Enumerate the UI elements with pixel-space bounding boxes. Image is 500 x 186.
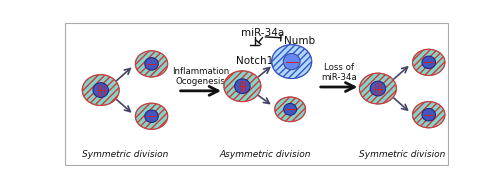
Text: Loss of
miR-34a: Loss of miR-34a — [321, 63, 357, 82]
Ellipse shape — [144, 110, 158, 123]
Ellipse shape — [422, 56, 436, 69]
Ellipse shape — [370, 81, 386, 96]
Ellipse shape — [412, 49, 445, 76]
Ellipse shape — [136, 103, 168, 129]
Ellipse shape — [284, 103, 296, 115]
Text: Inflammation
Ocogenesis: Inflammation Ocogenesis — [172, 67, 230, 86]
Text: miR-34a: miR-34a — [241, 28, 284, 38]
Text: Numb: Numb — [284, 36, 315, 46]
Ellipse shape — [274, 97, 306, 122]
Ellipse shape — [224, 71, 261, 102]
Ellipse shape — [82, 75, 119, 105]
Ellipse shape — [144, 58, 158, 70]
Ellipse shape — [136, 51, 168, 77]
Ellipse shape — [360, 73, 397, 104]
Ellipse shape — [272, 45, 312, 78]
Text: Symmetric division: Symmetric division — [82, 150, 168, 159]
Text: Notch1: Notch1 — [236, 56, 274, 66]
Ellipse shape — [93, 83, 108, 97]
Text: Asymmetric division: Asymmetric division — [220, 150, 311, 159]
Ellipse shape — [234, 79, 250, 94]
Ellipse shape — [422, 108, 436, 121]
Ellipse shape — [412, 102, 445, 128]
Ellipse shape — [284, 53, 300, 70]
Text: Symmetric division: Symmetric division — [360, 150, 446, 159]
